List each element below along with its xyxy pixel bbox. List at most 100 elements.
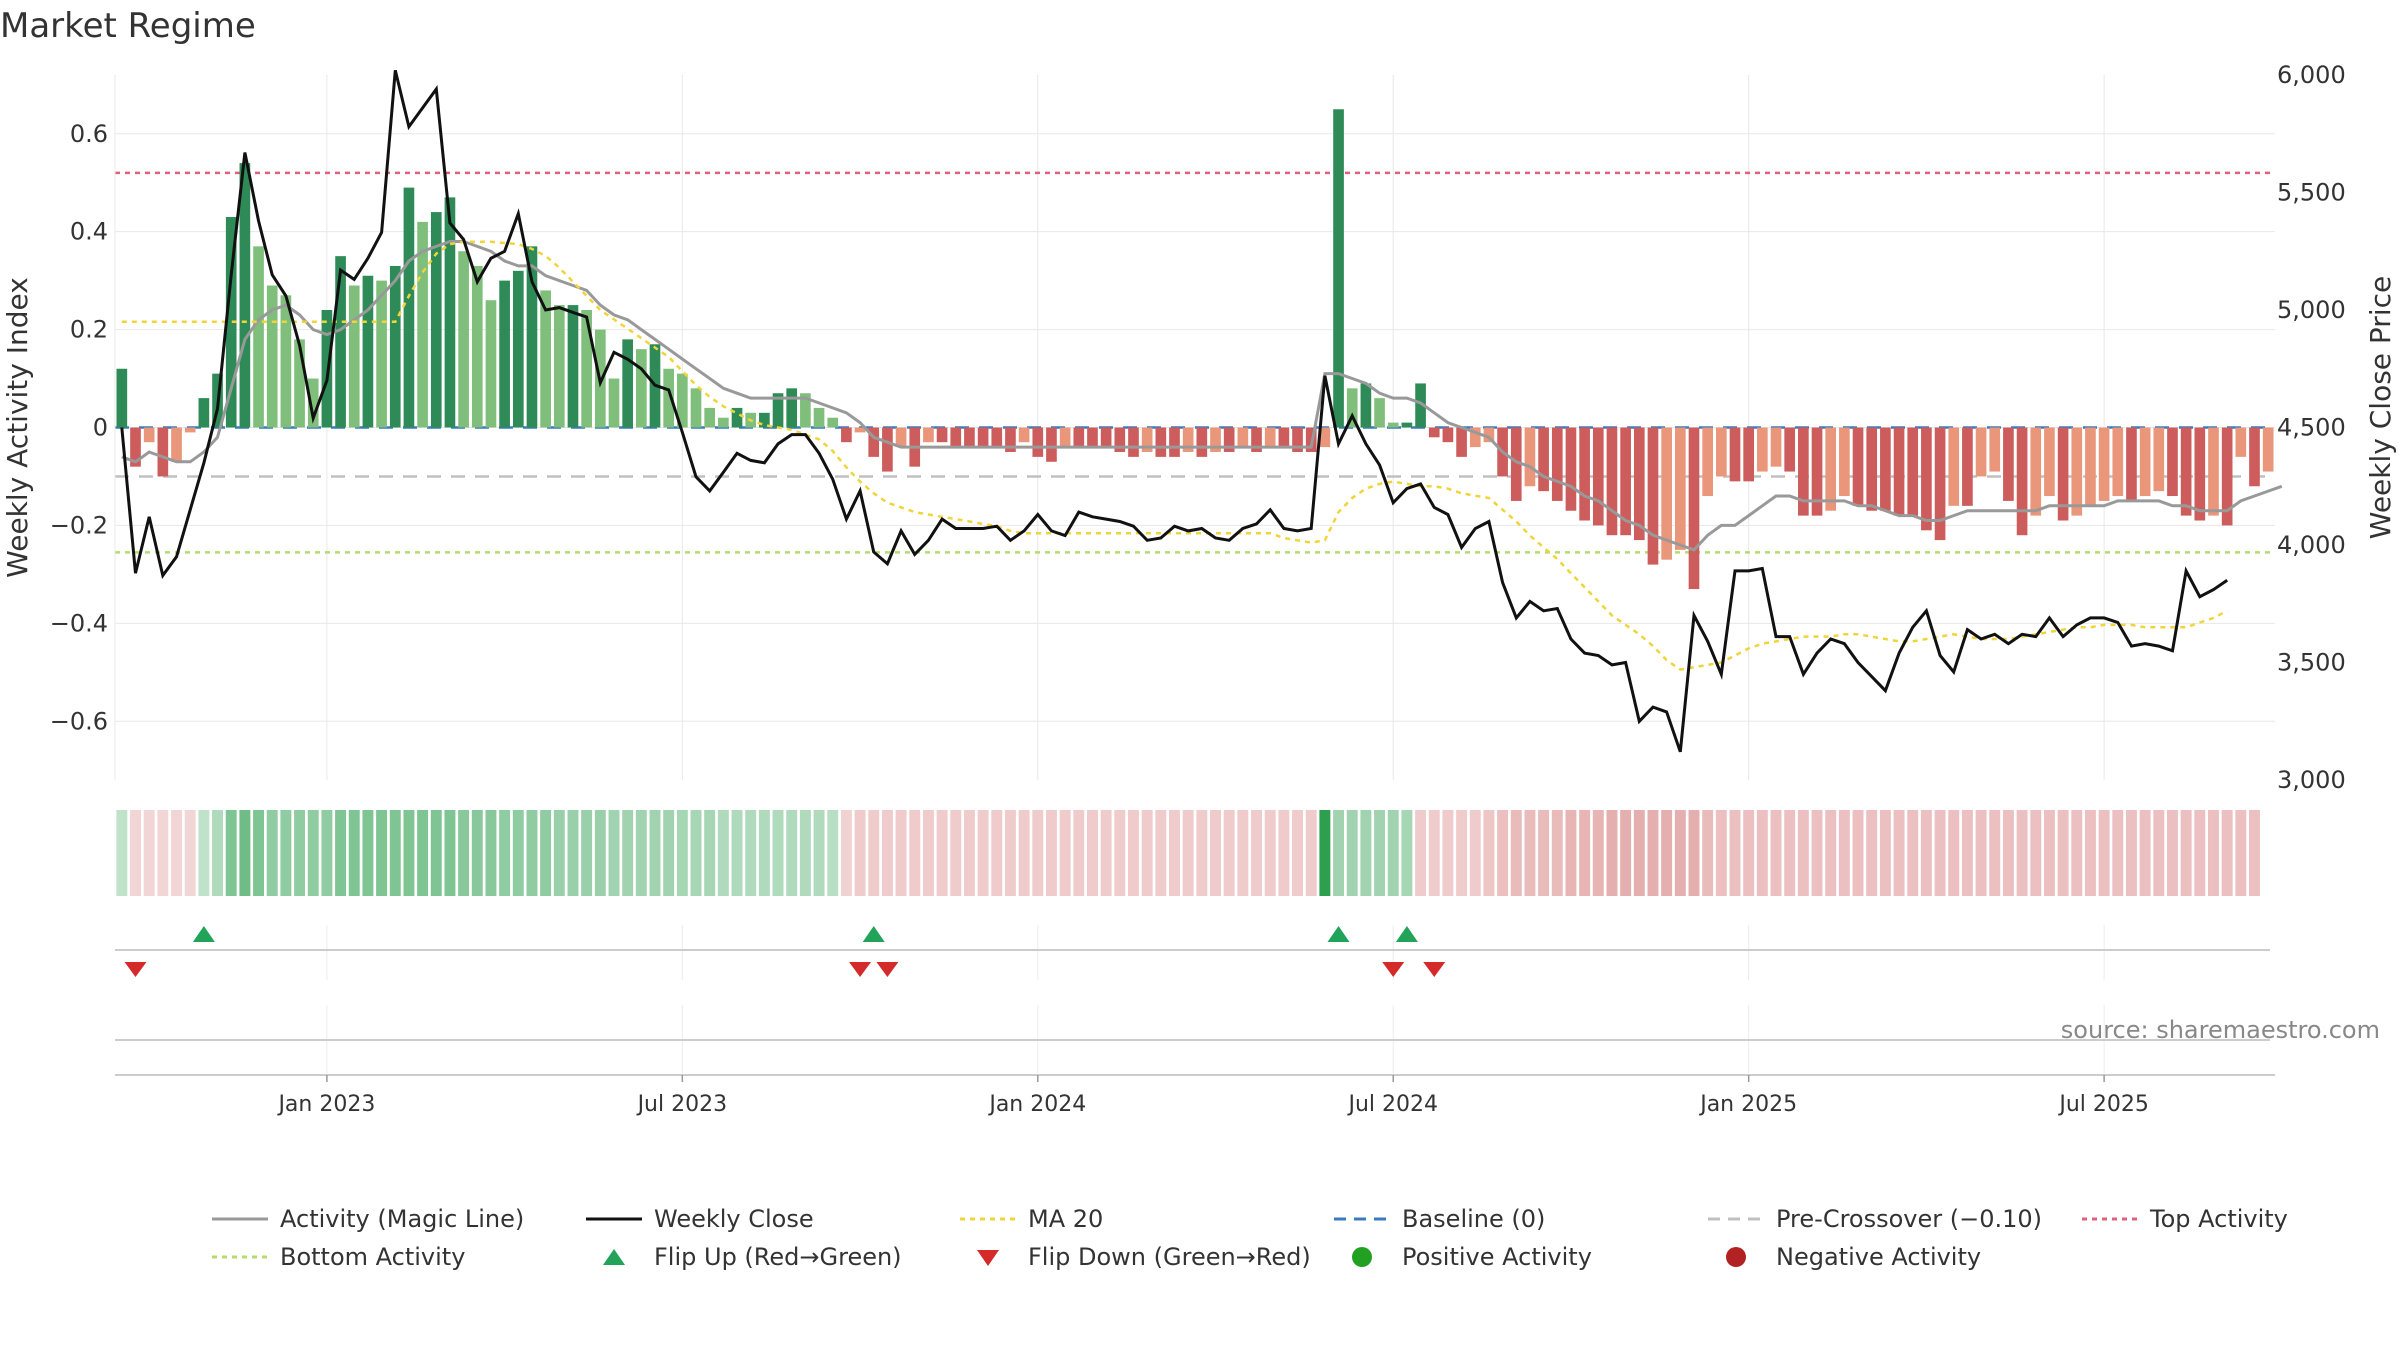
regime-cell xyxy=(2221,810,2233,896)
regime-cell xyxy=(1387,810,1399,896)
left-tick-label: 0.2 xyxy=(70,316,108,344)
regime-cell xyxy=(171,810,182,896)
activity-bar xyxy=(786,388,798,428)
activity-bar xyxy=(2085,427,2096,506)
regime-cell xyxy=(157,810,169,896)
regime-cell xyxy=(1524,810,1536,896)
activity-bar xyxy=(1551,427,1563,501)
regime-cell xyxy=(758,810,770,896)
regime-cell xyxy=(854,810,866,896)
activity-bar xyxy=(1715,427,1727,477)
activity-bar xyxy=(635,349,647,428)
activity-bar xyxy=(1825,427,1837,511)
activity-bar xyxy=(307,378,319,428)
regime-cell xyxy=(1251,810,1262,896)
flip-up-marker xyxy=(862,926,885,942)
legend-item-flipdown: Flip Down (Green→Red) xyxy=(958,1243,1332,1271)
activity-bar xyxy=(731,407,743,428)
regime-cell xyxy=(143,810,155,896)
activity-bar xyxy=(1415,383,1426,428)
activity-bar xyxy=(1223,427,1235,452)
left-tick-label: −0.6 xyxy=(50,707,108,735)
activity-bar xyxy=(854,427,866,433)
regime-cell xyxy=(280,810,292,896)
regime-cell xyxy=(1989,810,2001,896)
regime-cell xyxy=(1948,810,1960,896)
activity-bar xyxy=(1620,427,1631,536)
activity-bar xyxy=(677,373,688,428)
activity-bar xyxy=(1579,427,1590,521)
regime-cell xyxy=(294,810,306,896)
activity-bar xyxy=(1278,427,1290,448)
legend-item-negdot: Negative Activity xyxy=(1706,1243,2080,1271)
regime-cell xyxy=(2249,810,2260,896)
legend-swatch-bottom xyxy=(212,1255,268,1259)
regime-cell xyxy=(1360,810,1372,896)
regime-cell xyxy=(1401,810,1413,896)
regime-cell xyxy=(1196,810,1208,896)
activity-bar xyxy=(2153,427,2165,492)
regime-cell xyxy=(553,810,565,896)
activity-bar xyxy=(2126,427,2137,501)
legend-swatch-pre xyxy=(1708,1217,1764,1221)
regime-cell xyxy=(731,810,743,896)
right-tick-label: 6,000 xyxy=(2277,61,2346,89)
activity-bar xyxy=(1702,427,1713,497)
regime-cell xyxy=(840,810,852,896)
activity-bar xyxy=(772,393,784,428)
regime-cell xyxy=(2030,810,2042,896)
regime-cell xyxy=(1004,810,1016,896)
legend-item-baseline: Baseline (0) xyxy=(1332,1205,1706,1233)
regime-cell xyxy=(1428,810,1440,896)
regime-cell xyxy=(1565,810,1577,896)
regime-cell xyxy=(717,810,729,896)
x-tick-label: Jan 2024 xyxy=(987,1092,1086,1117)
flip-down-marker xyxy=(124,962,147,977)
regime-cell xyxy=(2153,810,2165,896)
activity-bar xyxy=(1251,427,1262,452)
legend-item-posdot: Positive Activity xyxy=(1332,1243,1706,1271)
activity-bar xyxy=(567,305,579,428)
activity-bar xyxy=(1852,427,1864,506)
regime-cell xyxy=(1073,810,1085,896)
regime-cell xyxy=(649,810,661,896)
activity-bar xyxy=(1565,427,1577,511)
x-tick-label: Jan 2023 xyxy=(276,1092,375,1117)
regime-cell xyxy=(307,810,319,896)
activity-bar xyxy=(882,427,893,472)
activity-bar xyxy=(663,368,675,428)
right-tick-label: 5,000 xyxy=(2277,296,2346,324)
activity-bar xyxy=(1948,427,1960,506)
legend-item-magic: Activity (Magic Line) xyxy=(210,1205,584,1233)
activity-bars xyxy=(116,109,2274,590)
regime-cell xyxy=(2194,810,2206,896)
regime-cell xyxy=(1592,810,1604,896)
activity-bar xyxy=(171,427,182,462)
regime-cell xyxy=(2043,810,2055,896)
activity-bar xyxy=(841,427,852,443)
regime-cell xyxy=(1059,810,1071,896)
activity-bar xyxy=(2016,427,2028,536)
activity-bar xyxy=(1401,422,1413,428)
regime-strip xyxy=(116,810,2260,896)
activity-bar xyxy=(143,427,155,443)
activity-bar xyxy=(2167,427,2178,497)
regime-cell xyxy=(471,810,483,896)
flip-down-marker xyxy=(849,962,872,977)
regime-cell xyxy=(1961,810,1973,896)
activity-bar xyxy=(403,187,415,428)
regime-cell xyxy=(403,810,415,896)
weekly-close-series xyxy=(120,69,2229,753)
legend-item-ma20: MA 20 xyxy=(958,1205,1332,1233)
axes: 0.6 0.4 0.2 0 −0.2 −0.4 −0.6 6,000 5,500 5,000 4,5… xyxy=(1,61,2397,794)
regime-cell xyxy=(1169,810,1180,896)
regime-cell xyxy=(936,810,948,896)
legend-label-pre: Pre-Crossover (−0.10) xyxy=(1776,1205,2043,1233)
regime-cell xyxy=(1838,810,1850,896)
activity-bar xyxy=(690,388,702,428)
regime-cell xyxy=(2084,810,2096,896)
legend-swatch-flipup xyxy=(603,1249,625,1265)
flip-up-marker xyxy=(1395,926,1418,942)
activity-bar xyxy=(266,285,278,428)
regime-cell xyxy=(1292,810,1303,896)
